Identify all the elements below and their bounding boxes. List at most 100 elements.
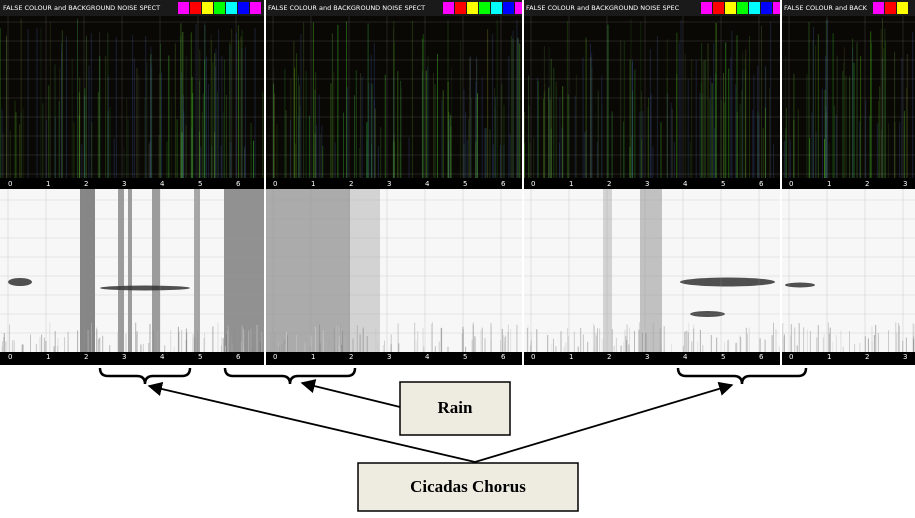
texture [322,146,323,178]
tick-label: 4 [425,353,430,361]
texture [779,347,780,353]
texture [371,55,372,178]
colour-swatch [491,2,502,14]
texture [214,53,215,178]
tick-label: 4 [160,353,165,361]
texture [770,22,771,178]
texture [899,122,900,178]
texture [736,343,737,352]
texture [217,92,218,179]
texture [384,340,385,352]
texture [736,342,737,352]
texture [874,335,875,352]
texture [591,53,592,178]
texture [343,113,344,179]
texture [143,344,144,352]
texture [782,323,783,352]
texture [299,86,300,178]
texture [616,338,617,352]
texture [126,99,127,178]
texture [562,86,563,178]
texture [77,331,78,353]
texture [116,37,117,178]
texture [398,139,399,178]
texture [61,43,62,178]
texture [37,28,38,178]
texture [284,342,285,352]
texture [769,88,770,178]
texture [624,41,625,178]
texture [146,62,147,178]
texture [345,336,346,352]
texture [40,28,41,178]
spectrograms: FALSE COLOUR and BACKGROUND NOISE SPECT0… [0,0,915,365]
texture [244,148,245,178]
texture [353,339,354,352]
tick-label: 2 [349,353,353,361]
texture [88,66,89,178]
tick-label: 1 [46,180,50,188]
texture [849,331,850,352]
texture [332,33,333,178]
texture [450,115,451,178]
texture [906,338,907,352]
colour-swatch [178,2,189,14]
texture [242,326,243,352]
texture [503,335,504,352]
texture [132,35,133,178]
texture [476,60,477,178]
tick-label: 3 [387,353,391,361]
texture [724,103,725,178]
tick-label: 5 [463,180,467,188]
texture [183,111,184,178]
texture [612,329,613,352]
texture [713,43,714,178]
tick-label: 5 [463,353,467,361]
texture [2,109,3,178]
texture [194,189,200,352]
texture [467,140,468,178]
tick-label: 6 [759,353,764,361]
texture [91,323,92,352]
texture [124,148,125,178]
tick-label: 1 [311,353,315,361]
texture [164,345,165,352]
texture [849,78,850,179]
texture [809,138,810,178]
texture [492,34,493,178]
texture [697,342,698,352]
texture [753,75,754,178]
texture [423,328,424,352]
texture [347,87,348,178]
texture [836,335,837,352]
texture [798,110,799,178]
texture [749,36,750,178]
texture [741,90,742,178]
tick-label: 3 [645,353,649,361]
texture [599,329,600,353]
texture [688,79,689,178]
panel-title: FALSE COLOUR and BACK [784,4,868,12]
texture [784,141,785,178]
texture [316,125,317,178]
texture [137,337,138,352]
tick-label: 2 [349,180,353,188]
texture [30,335,31,353]
texture [72,59,73,178]
texture [640,189,662,352]
texture [625,336,626,352]
texture [884,29,885,178]
texture [320,135,321,178]
texture [114,138,115,178]
texture [204,333,205,352]
texture [833,33,834,178]
texture [383,345,384,352]
texture [471,98,472,178]
texture [50,22,51,178]
texture [6,36,7,178]
texture [680,278,775,287]
texture [91,122,92,178]
tick-label: 1 [827,180,831,188]
tick-label: 0 [789,353,793,361]
texture [881,29,882,178]
